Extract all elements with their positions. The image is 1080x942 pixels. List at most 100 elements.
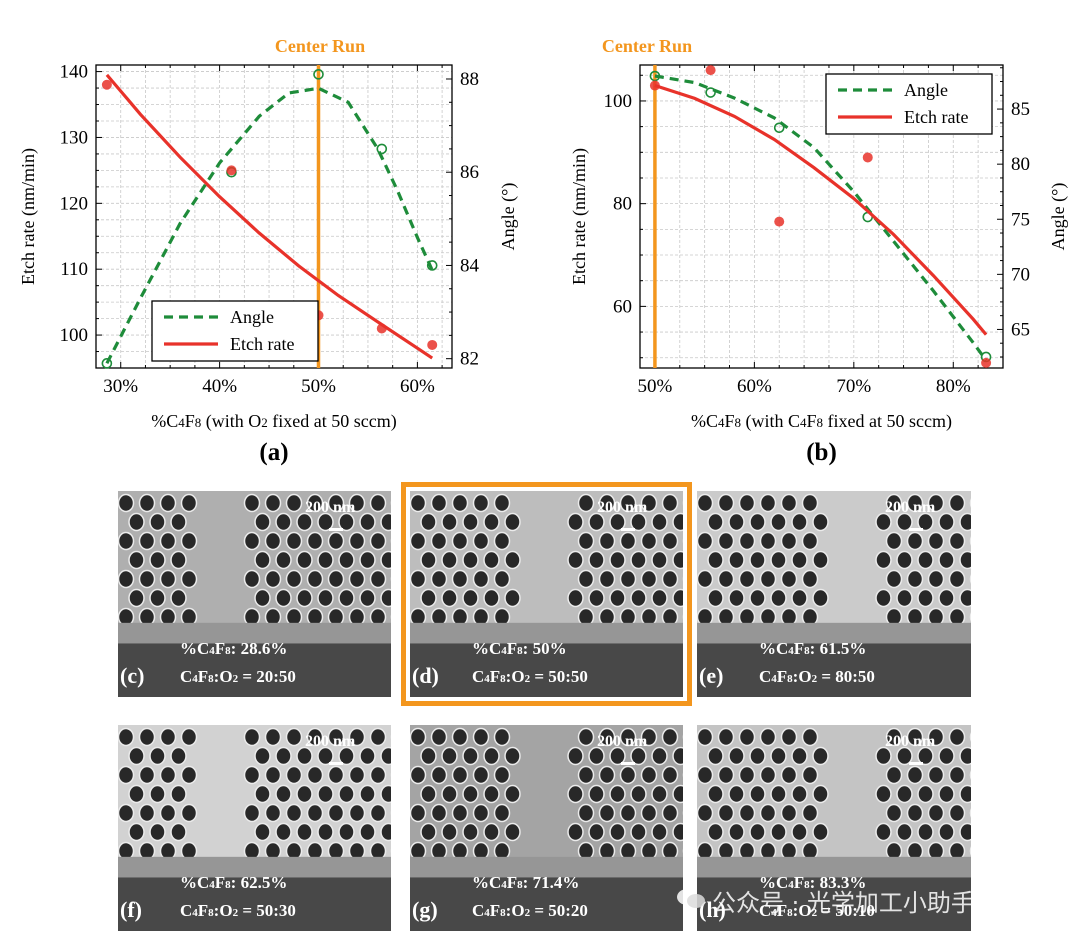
center-run-annotation: Center Run: [602, 36, 692, 56]
hole: [749, 822, 766, 842]
hole: [640, 569, 658, 589]
angle-point: [649, 70, 661, 82]
hole: [938, 822, 955, 842]
hole: [451, 727, 469, 747]
sidewall: [697, 622, 971, 644]
hole: [296, 512, 313, 532]
hole: [306, 803, 324, 823]
hole: [170, 512, 187, 532]
scale-label: 200 nm: [885, 499, 936, 516]
hole: [770, 512, 787, 532]
hole: [959, 746, 971, 766]
hole: [159, 531, 177, 551]
x-tick-label: 40%: [202, 376, 237, 397]
hole: [410, 569, 427, 589]
hole: [609, 784, 626, 804]
x-tick-label: 60%: [737, 376, 772, 397]
hole: [577, 493, 595, 513]
hole: [170, 822, 187, 842]
hole: [885, 803, 903, 823]
etch-rate-point: [774, 216, 785, 227]
hole: [462, 746, 479, 766]
hole: [598, 803, 616, 823]
hole: [588, 550, 605, 570]
y-axis-left: 60 80 100: [604, 74, 646, 359]
hole: [567, 550, 584, 570]
wechat-icon: [676, 888, 706, 910]
hole: [759, 765, 777, 785]
hole: [697, 803, 714, 823]
legend-label: Angle: [230, 307, 274, 327]
hole: [948, 765, 966, 785]
hole: [317, 822, 334, 842]
hole: [896, 822, 913, 842]
y2-tick-label: 85: [1011, 99, 1030, 120]
hole: [780, 727, 798, 747]
hole: [717, 569, 735, 589]
hole: [927, 803, 945, 823]
hole: [672, 822, 683, 842]
hole: [472, 569, 490, 589]
hole: [285, 569, 303, 589]
substrate: [118, 877, 391, 931]
hole: [441, 822, 458, 842]
hole: [380, 822, 391, 842]
hole: [717, 727, 735, 747]
hole: [264, 803, 282, 823]
hole: [661, 765, 679, 785]
hole: [567, 822, 584, 842]
hole: [128, 784, 145, 804]
hole: [504, 512, 521, 532]
hole: [661, 569, 679, 589]
hole: [306, 531, 324, 551]
hole: [896, 784, 913, 804]
hole: [243, 531, 261, 551]
substrate: [410, 877, 683, 931]
hole: [598, 493, 616, 513]
hole: [348, 531, 366, 551]
hole: [243, 493, 261, 513]
angle-point: [376, 143, 388, 155]
hole: [959, 588, 971, 608]
hole: [430, 493, 448, 513]
hole: [906, 727, 924, 747]
hole: [885, 531, 903, 551]
hole: [906, 803, 924, 823]
hole: [410, 493, 427, 513]
hole: [462, 822, 479, 842]
hole: [327, 803, 345, 823]
hole: [483, 550, 500, 570]
hole: [619, 493, 637, 513]
hole: [728, 784, 745, 804]
angle-point: [426, 260, 438, 271]
hole: [327, 493, 345, 513]
scale-label: 200 nm: [885, 733, 936, 750]
hole: [420, 822, 437, 842]
hole: [118, 727, 135, 747]
y-axis-label: Etch rate (nm/min): [569, 148, 590, 285]
hole: [338, 784, 355, 804]
hole: [472, 803, 490, 823]
hole: [149, 588, 166, 608]
hole: [938, 512, 955, 532]
hole: [661, 803, 679, 823]
hole: [598, 727, 616, 747]
hole: [338, 588, 355, 608]
hole: [801, 727, 819, 747]
hole: [651, 784, 668, 804]
y2-tick-label: 84: [460, 255, 480, 276]
hole: [938, 784, 955, 804]
etch-rate-point: [981, 357, 992, 368]
hole: [938, 746, 955, 766]
hole: [770, 822, 787, 842]
scale-label: 200 nm: [305, 733, 356, 750]
hole: [441, 784, 458, 804]
hole: [327, 727, 345, 747]
hole: [275, 746, 292, 766]
hole: [651, 588, 668, 608]
hole: [948, 569, 966, 589]
hole: [640, 493, 658, 513]
hole: [380, 588, 391, 608]
hole: [759, 727, 777, 747]
